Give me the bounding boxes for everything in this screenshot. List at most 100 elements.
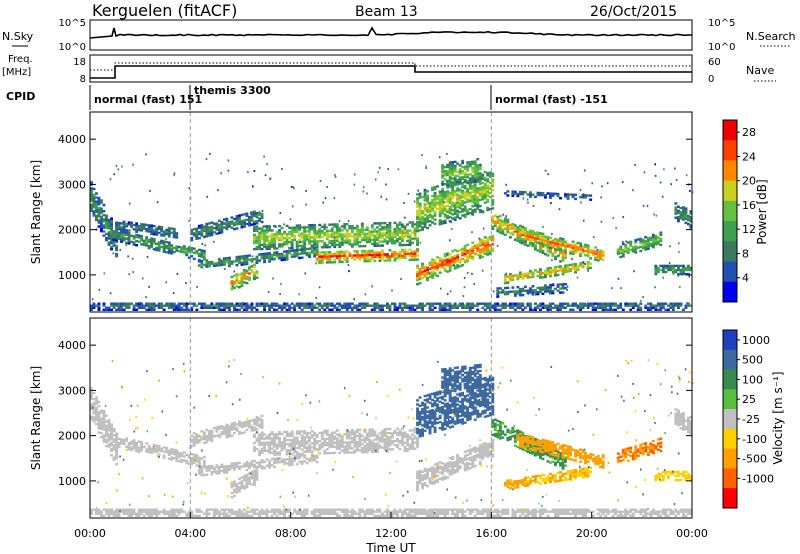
scatter-cell (334, 174, 336, 176)
heatmap-cell (516, 277, 520, 281)
heatmap-cell (92, 198, 96, 201)
heatmap-cell (433, 204, 437, 207)
heatmap-cell (428, 273, 432, 277)
heatmap-cell (253, 483, 256, 487)
heatmap-cell (170, 456, 174, 459)
heatmap-cell (609, 304, 613, 307)
heatmap-cell (516, 286, 520, 289)
heatmap-cell (230, 464, 234, 467)
scatter-cell (266, 163, 268, 166)
heatmap-cell (268, 445, 271, 448)
heatmap-cell (544, 241, 547, 244)
heatmap-cell (348, 233, 352, 236)
heatmap-cell (428, 224, 432, 227)
heatmap-cell (549, 251, 552, 254)
heatmap-cell (268, 304, 271, 307)
scatter-cell (201, 243, 204, 245)
heatmap-cell (110, 237, 113, 241)
heatmap-cell (340, 449, 344, 452)
heatmap-cell (463, 209, 467, 212)
scatter-cell (593, 236, 595, 239)
heatmap-cell (506, 290, 510, 294)
heatmap-cell (117, 443, 121, 447)
heatmap-cell (245, 422, 249, 425)
heatmap-cell (315, 242, 319, 245)
heatmap-cell (546, 240, 550, 243)
heatmap-cell (197, 248, 201, 252)
heatmap-cell (120, 232, 123, 235)
heatmap-cell (461, 204, 465, 207)
heatmap-cell (398, 237, 402, 241)
heatmap-cell (308, 304, 312, 307)
heatmap-cell (360, 438, 364, 442)
heatmap-cell (521, 277, 525, 280)
heatmap-cell (463, 246, 467, 250)
heatmap-cell (328, 255, 332, 258)
heatmap-cell (378, 253, 382, 256)
heatmap-cell (446, 194, 450, 197)
heatmap-cell (270, 229, 274, 232)
heatmap-cell (308, 232, 312, 235)
heatmap-cell (328, 304, 332, 307)
heatmap-cell (594, 302, 598, 305)
heatmap-cell (235, 463, 239, 467)
heatmap-cell (100, 227, 103, 231)
heatmap-cell (215, 226, 219, 229)
heatmap-cell (177, 306, 181, 309)
heatmap-cell (388, 232, 392, 235)
heatmap-cell (411, 231, 414, 234)
heatmap-cell (110, 233, 113, 237)
heatmap-cell (238, 281, 241, 285)
heatmap-cell (413, 235, 417, 238)
heatmap-cell (521, 242, 525, 245)
heatmap-cell (238, 432, 241, 435)
heatmap-cell (152, 304, 156, 307)
heatmap-cell (448, 308, 452, 311)
heatmap-cell (253, 257, 256, 261)
heatmap-cell (238, 420, 241, 423)
heatmap-cell (506, 275, 510, 278)
heatmap-cell (240, 255, 244, 258)
heatmap-cell (561, 285, 565, 288)
heatmap-cell (451, 190, 455, 194)
heatmap-cell (476, 249, 480, 252)
scatter-cell (279, 212, 282, 214)
heatmap-cell (275, 433, 279, 436)
heatmap-cell (110, 454, 113, 457)
heatmap-cell (646, 308, 650, 311)
heatmap-cell (363, 430, 367, 433)
heatmap-cell (258, 211, 261, 214)
scatter-cell (391, 289, 393, 292)
heatmap-cell (433, 259, 437, 262)
heatmap-cell (498, 287, 502, 290)
heatmap-cell (172, 308, 176, 311)
heatmap-cell (441, 193, 445, 197)
heatmap-cell (576, 264, 580, 267)
heatmap-cell (549, 240, 552, 244)
heatmap-cell (97, 219, 101, 222)
heatmap-cell (393, 242, 397, 245)
heatmap-cell (370, 450, 374, 454)
heatmap-cell (97, 411, 101, 414)
heatmap-cell (243, 257, 246, 260)
heatmap-cell (95, 218, 98, 222)
heatmap-cell (172, 246, 176, 250)
heatmap-cell (411, 306, 414, 309)
heatmap-cell (215, 306, 219, 309)
heatmap-cell (172, 231, 176, 235)
heatmap-cell (275, 437, 279, 440)
heatmap-cell (127, 242, 131, 245)
heatmap-cell (473, 190, 477, 193)
heatmap-cell (308, 448, 312, 451)
scatter-cell (417, 189, 419, 192)
scatter-cell (547, 173, 549, 176)
heatmap-cell (521, 225, 525, 229)
heatmap-cell (270, 447, 274, 450)
cpid-row: CPID normal (fast) 151 themis 3300 norma… (6, 84, 608, 110)
heatmap-cell (92, 404, 96, 407)
heatmap-cell (661, 270, 665, 274)
heatmap-cell (416, 237, 419, 240)
heatmap-cell (443, 259, 447, 262)
heatmap-cell (233, 421, 236, 425)
heatmap-cell (343, 449, 347, 452)
